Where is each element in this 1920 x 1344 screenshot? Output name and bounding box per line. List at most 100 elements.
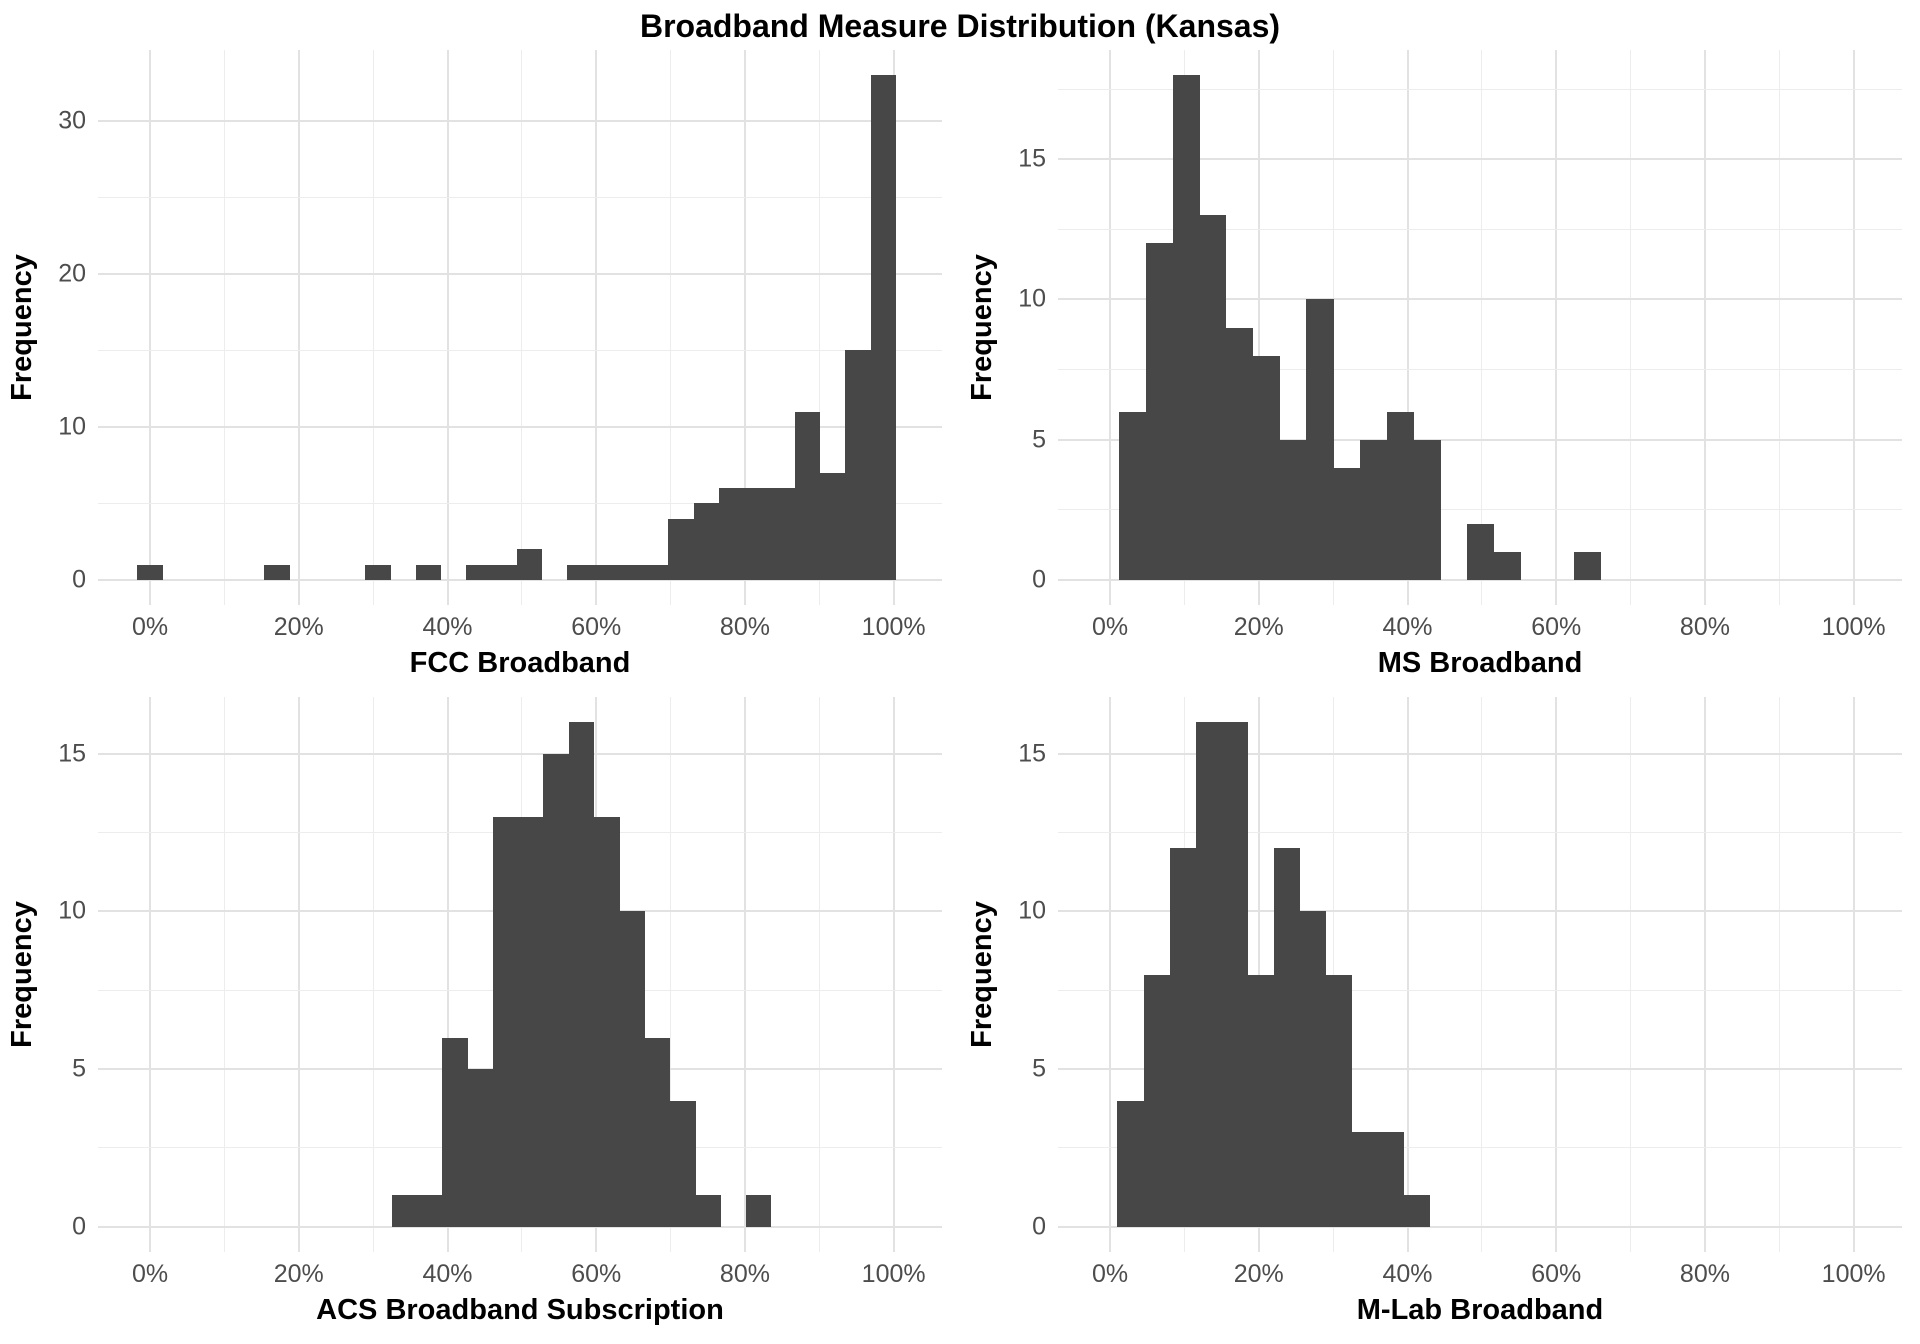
x-minor-gridline bbox=[372, 697, 374, 1252]
histogram-bar bbox=[1466, 523, 1495, 580]
x-major-gridline bbox=[1257, 697, 1260, 1252]
y-tick-label: 10 bbox=[58, 896, 86, 925]
x-tick-label: 80% bbox=[1679, 1260, 1730, 1288]
plot-area-acs bbox=[98, 697, 942, 1252]
y-minor-gridline bbox=[1058, 1147, 1902, 1149]
histogram-bar bbox=[567, 564, 593, 580]
y-tick-label: 5 bbox=[1032, 425, 1046, 454]
histogram-bar bbox=[769, 488, 796, 580]
histogram-bar bbox=[643, 564, 669, 580]
x-tick-label: 100% bbox=[861, 613, 926, 641]
histogram-bar bbox=[1359, 439, 1388, 580]
x-major-gridline bbox=[446, 697, 449, 1252]
histogram-bar bbox=[1325, 974, 1353, 1227]
histogram-bar bbox=[516, 549, 543, 580]
x-major-gridline bbox=[297, 50, 300, 605]
histogram-bar bbox=[1143, 974, 1170, 1227]
y-tick-label: 30 bbox=[58, 106, 86, 135]
x-minor-gridline bbox=[1778, 697, 1780, 1252]
y-tick-label: 15 bbox=[1018, 144, 1046, 173]
x-tick-label: 40% bbox=[422, 1260, 473, 1288]
histogram-bar bbox=[568, 722, 595, 1227]
y-tick-label: 10 bbox=[1018, 896, 1046, 925]
y-axis-tick-labels: 0 5 10 15 bbox=[1004, 697, 1058, 1252]
x-tick-label: 0% bbox=[131, 1260, 169, 1288]
histogram-bar bbox=[415, 564, 442, 580]
plot-area-mlab bbox=[1058, 697, 1902, 1252]
histogram-bar bbox=[1279, 439, 1307, 580]
y-axis-tick-labels: 0 10 20 30 bbox=[44, 50, 98, 605]
x-tick-label: 40% bbox=[1382, 613, 1433, 641]
x-axis-title: FCC Broadband bbox=[409, 647, 631, 679]
y-axis-tick-labels: 0 5 10 15 bbox=[1004, 50, 1058, 605]
x-axis-tick-labels: 0% 20% 40% 60% 80% 100% bbox=[1058, 605, 1902, 645]
y-minor-gridline bbox=[1058, 369, 1902, 371]
x-minor-gridline bbox=[223, 697, 225, 1252]
x-major-gridline bbox=[1406, 50, 1409, 605]
x-major-gridline bbox=[1555, 697, 1558, 1252]
plot-area-fcc bbox=[98, 50, 942, 605]
histogram-bar bbox=[1117, 1100, 1144, 1227]
histogram-bar bbox=[870, 75, 897, 580]
histogram-bar bbox=[1199, 215, 1227, 580]
y-tick-label: 10 bbox=[58, 412, 86, 441]
x-tick-label: 100% bbox=[1821, 1260, 1886, 1288]
histogram-bar bbox=[1145, 243, 1173, 580]
x-tick-label: 0% bbox=[1091, 1260, 1129, 1288]
histogram-bar bbox=[364, 564, 391, 580]
histogram-bar bbox=[617, 564, 644, 580]
y-major-gridline bbox=[1058, 1225, 1902, 1228]
x-minor-gridline bbox=[670, 697, 672, 1252]
histogram-bar bbox=[718, 488, 745, 580]
histogram-bar bbox=[592, 564, 619, 580]
histogram-bar bbox=[1195, 722, 1222, 1227]
histogram-bar bbox=[1386, 411, 1414, 580]
histogram-bar bbox=[1493, 551, 1521, 580]
y-tick-label: 0 bbox=[72, 1212, 86, 1241]
histogram-bar bbox=[1333, 467, 1361, 580]
x-axis-tick-labels: 0% 20% 40% 60% 80% 100% bbox=[98, 605, 942, 645]
x-major-gridline bbox=[149, 697, 152, 1252]
histogram-bar bbox=[1299, 911, 1327, 1227]
histogram-bar bbox=[492, 816, 519, 1227]
y-tick-label: 0 bbox=[1032, 565, 1046, 594]
panel-ms-broadband: Frequency 0 5 10 15 0% 20% 40% 60% 80% 100% MS B… bbox=[960, 50, 1920, 697]
y-tick-label: 15 bbox=[1018, 739, 1046, 768]
histogram-bar bbox=[1172, 75, 1200, 580]
x-axis-tick-labels: 0% 20% 40% 60% 80% 100% bbox=[1058, 1252, 1902, 1292]
x-minor-gridline bbox=[1481, 50, 1483, 605]
histogram-bar bbox=[442, 1037, 468, 1227]
y-major-gridline bbox=[1058, 298, 1902, 301]
y-axis-title: Frequency bbox=[965, 901, 998, 1048]
histogram-bar bbox=[263, 564, 290, 580]
x-tick-label: 0% bbox=[1091, 613, 1129, 641]
y-minor-gridline bbox=[1058, 88, 1902, 90]
x-tick-label: 20% bbox=[273, 1260, 324, 1288]
x-axis-title: M-Lab Broadband bbox=[1356, 1294, 1604, 1326]
panel-fcc-broadband: Frequency 0 10 20 30 0% 20% 40% 60% 80% 100% FCC… bbox=[0, 50, 960, 697]
x-tick-label: 80% bbox=[1679, 613, 1730, 641]
histogram-bar bbox=[1221, 722, 1249, 1227]
histogram-bar bbox=[669, 1100, 696, 1227]
y-major-gridline bbox=[1058, 438, 1902, 441]
x-tick-label: 60% bbox=[571, 1260, 622, 1288]
panel-acs-broadband-subscription: Frequency 0 5 10 15 0% 20% 40% 60% 80% 100% ACS … bbox=[0, 697, 960, 1344]
histogram-bar bbox=[1226, 327, 1254, 580]
y-major-gridline bbox=[98, 425, 942, 428]
y-major-gridline bbox=[98, 578, 942, 581]
x-minor-gridline bbox=[1630, 697, 1632, 1252]
chart-title: Broadband Measure Distribution (Kansas) bbox=[639, 8, 1281, 44]
histogram-bar bbox=[137, 564, 164, 580]
histogram-bar bbox=[1413, 439, 1441, 580]
x-major-gridline bbox=[1703, 50, 1706, 605]
x-minor-gridline bbox=[223, 50, 225, 605]
x-tick-label: 20% bbox=[273, 613, 324, 641]
x-major-gridline bbox=[595, 50, 598, 605]
y-minor-gridline bbox=[98, 502, 942, 504]
x-minor-gridline bbox=[1332, 697, 1334, 1252]
y-axis-title: Frequency bbox=[5, 254, 38, 401]
x-minor-gridline bbox=[818, 50, 820, 605]
histogram-bar bbox=[593, 816, 620, 1227]
histogram-bar bbox=[1247, 974, 1275, 1227]
